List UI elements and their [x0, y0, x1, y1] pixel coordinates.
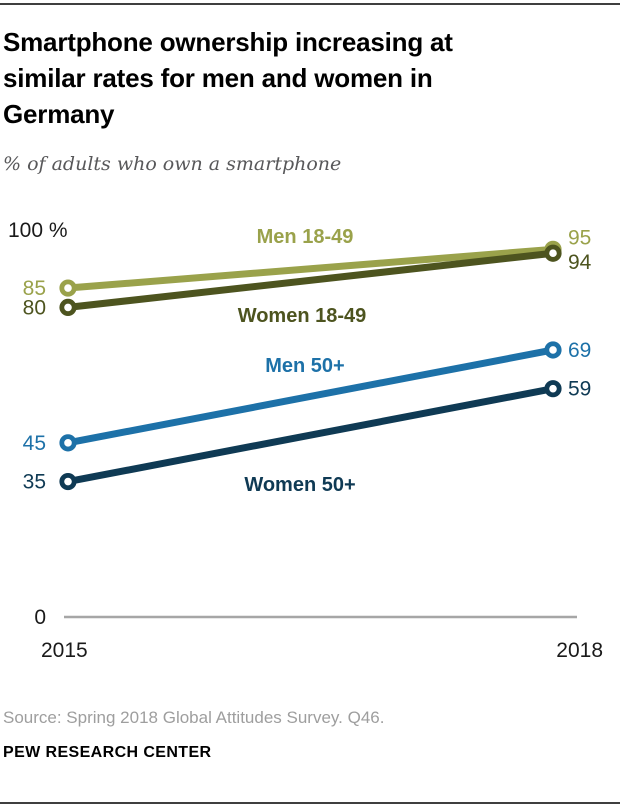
women-18-49-end-value: 94	[568, 251, 592, 274]
women-50-end-marker	[544, 380, 562, 398]
chart-subtitle: % of adults who own a smartphone	[3, 153, 342, 175]
men-50-line	[67, 346, 554, 447]
y-axis-top-label: 100 %	[8, 219, 68, 242]
slope-chart: 100 % 0 2015 2018 85 95 Men 18-49 80 94 Women 18-…	[8, 219, 603, 662]
men-18-49-line	[67, 245, 554, 292]
women-18-49-line	[67, 249, 554, 311]
men-50-end-marker	[544, 341, 562, 359]
women-50-series-label: Women 50+	[244, 474, 355, 496]
source-note: Source: Spring 2018 Global Attitudes Sur…	[3, 708, 385, 727]
women-50-line	[67, 385, 554, 485]
y-axis-zero-label: 0	[34, 606, 46, 629]
x-tick-2018: 2018	[556, 639, 603, 662]
brand-label: PEW RESEARCH CENTER	[3, 744, 212, 761]
women-18-49-start-value: 80	[23, 296, 46, 319]
men-50-series-label: Men 50+	[265, 355, 344, 377]
women-18-49-series-label: Women 18-49	[238, 305, 367, 327]
chart-title: Smartphone ownership increasing at simil…	[3, 27, 453, 129]
women-18-49-start-marker	[59, 298, 77, 317]
men-50-end-value: 69	[568, 339, 591, 362]
women-50-end-value: 59	[568, 378, 591, 401]
x-tick-2015: 2015	[41, 639, 88, 662]
bottom-divider	[0, 802, 620, 804]
men-18-49-start-marker	[59, 279, 77, 297]
women-18-49-end-marker	[544, 244, 562, 262]
men-18-49-start-value: 85	[23, 277, 46, 300]
men-18-49-end-value: 95	[568, 226, 591, 249]
top-divider	[0, 3, 620, 5]
men-50-start-marker	[59, 434, 77, 452]
women-50-start-marker	[59, 472, 77, 491]
men-50-start-value: 45	[23, 432, 46, 455]
women-50-start-value: 35	[23, 471, 46, 494]
men-18-49-series-label: Men 18-49	[257, 226, 354, 248]
